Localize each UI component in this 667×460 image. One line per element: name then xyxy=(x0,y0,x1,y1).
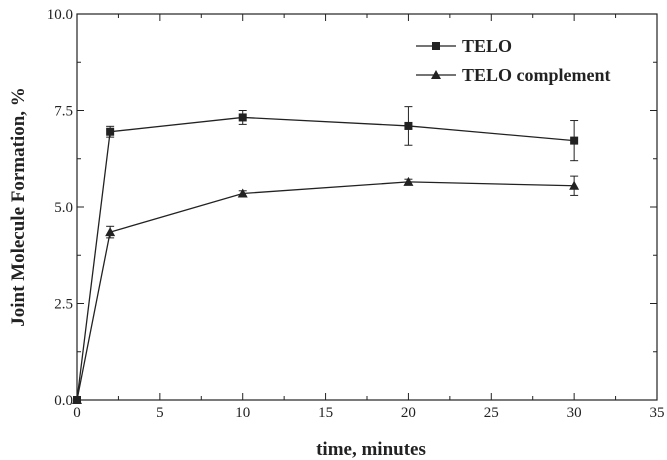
x-tick-label: 30 xyxy=(567,405,582,421)
x-tick-label: 25 xyxy=(484,405,499,421)
y-tick-label: 7.5 xyxy=(54,104,73,120)
x-tick-label: 15 xyxy=(318,405,333,421)
data-point-telo xyxy=(106,127,115,136)
data-point-telo xyxy=(570,136,579,145)
data-point-telo xyxy=(404,121,413,130)
data-point-telo-complement xyxy=(237,188,248,198)
x-tick-label: 0 xyxy=(73,405,81,421)
legend-marker-telo-complement xyxy=(431,70,441,79)
legend-label-telo: TELO xyxy=(462,36,512,56)
series-line-telo xyxy=(76,116,575,401)
y-tick-label: 10.0 xyxy=(47,7,73,23)
y-axis-title: Joint Molecule Formation, % xyxy=(8,87,29,327)
series-line-telo-complement xyxy=(76,181,575,401)
x-tick-label: 10 xyxy=(235,405,250,421)
y-tick-label: 5.0 xyxy=(54,200,73,216)
y-tick-label: 2.5 xyxy=(54,297,73,313)
x-tick-label: 5 xyxy=(156,405,164,421)
y-tick-label: 0.0 xyxy=(54,393,73,409)
data-point-telo-complement xyxy=(105,227,116,237)
legend-marker-telo xyxy=(432,42,440,50)
x-tick-label: 20 xyxy=(401,405,416,421)
x-tick-label: 35 xyxy=(650,405,665,421)
data-point-telo xyxy=(238,113,247,122)
data-point-telo-complement xyxy=(403,176,414,186)
data-point-telo-complement xyxy=(72,395,82,404)
x-axis-title: time, minutes xyxy=(316,439,426,460)
legend-label-telo-complement: TELO complement xyxy=(462,65,611,85)
data-point-telo-complement xyxy=(569,180,580,190)
